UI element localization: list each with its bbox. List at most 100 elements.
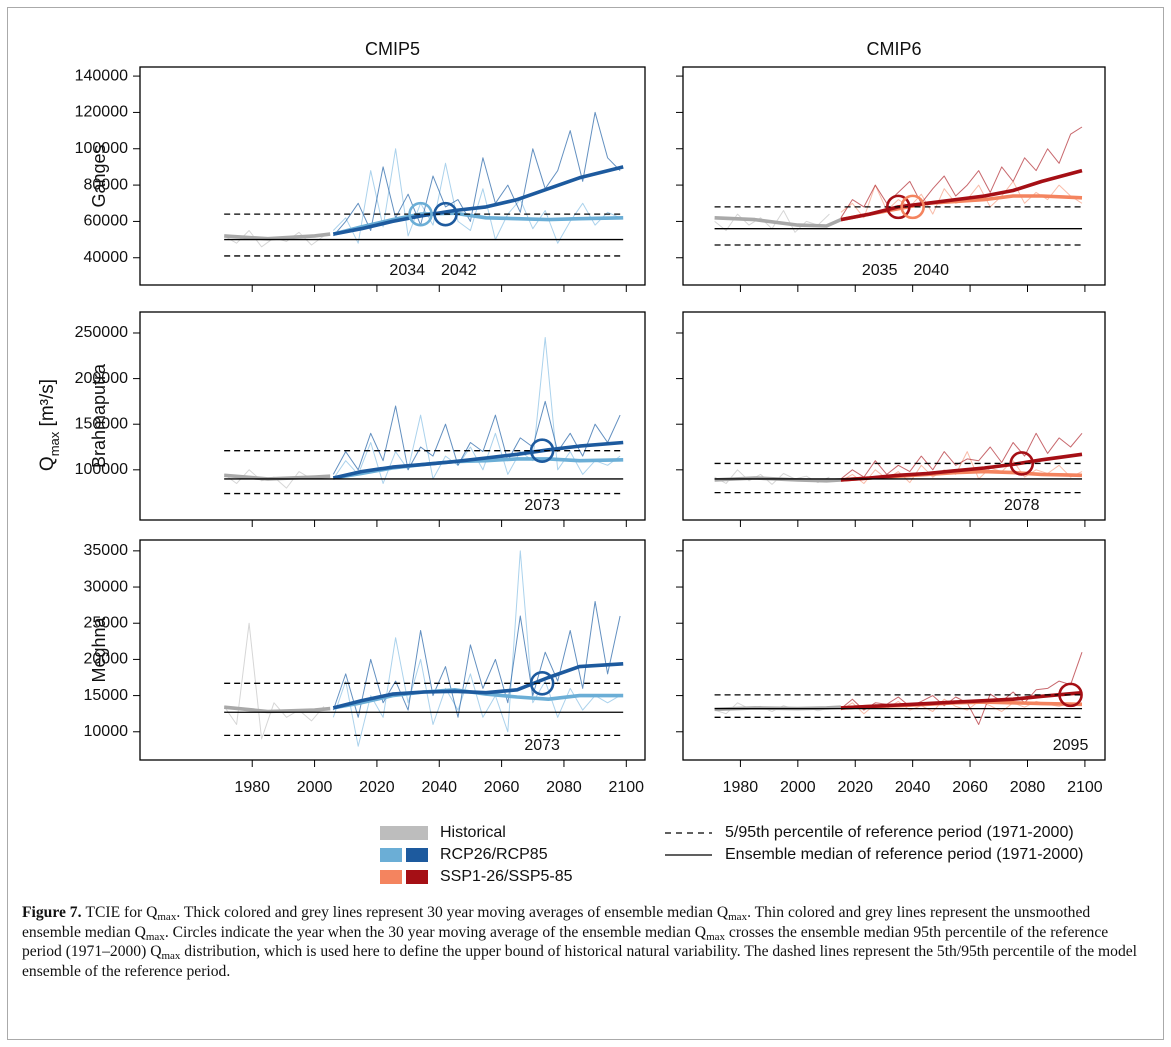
crossing-label: 2073 [524, 497, 560, 514]
crossing-circle [529, 670, 555, 696]
caption-text: distribution, which is used here to defi… [22, 943, 1137, 980]
crossing-circle [408, 201, 433, 227]
caption-text: . Thin colored and grey lines represent … [22, 904, 1091, 941]
caption-label: Figure 7. [22, 904, 82, 921]
row-label: Ganges [89, 144, 109, 207]
x-tick-label: 1980 [723, 779, 759, 796]
y-tick-label: 20000 [84, 651, 129, 668]
crossing-label: 2034 [389, 262, 425, 279]
x-tick-label: 2020 [359, 779, 395, 796]
smoothed-line [224, 232, 331, 241]
y-tick-label: 100000 [75, 461, 128, 478]
y-tick-label: 35000 [84, 542, 129, 559]
x-tick-label: 2080 [546, 779, 582, 796]
legend-label: Historical [440, 824, 506, 841]
legend-label: SSP1-26/SSP5-85 [440, 868, 573, 885]
x-tick-label: 2020 [837, 779, 873, 796]
caption-text: TCIE for Q [85, 904, 158, 921]
chart: CMIP5 Ganges 40000 60000 80000 100000 120000 14… [37, 39, 1106, 885]
figure-frame [7, 7, 1164, 1040]
x-tick-label: 2100 [608, 779, 644, 796]
caption-subscript: max [157, 911, 177, 923]
crossing-circle [529, 438, 555, 463]
crossing-circle [886, 194, 911, 220]
caption-subscript: max [706, 930, 726, 943]
panel-frame [682, 539, 1106, 761]
smoothed-line [840, 168, 1083, 222]
annual-line [840, 432, 1083, 480]
row-label: Brahmaputra [89, 363, 109, 468]
crossing-circle [1058, 682, 1083, 708]
crossing-label: 2040 [913, 262, 949, 279]
legend-label: 5/95th percentile of reference period (1… [725, 824, 1074, 841]
y-label-part: [m³/s] [37, 379, 58, 432]
caption-text: crosses the ensemble median 95th percent… [22, 923, 1109, 961]
crossing-circle [900, 194, 925, 220]
y-tick-label: 80000 [84, 176, 129, 193]
annual-line [840, 652, 1083, 725]
smoothed-line [332, 440, 624, 480]
panel-title: CMIP5 [365, 39, 420, 59]
panel-frame [682, 66, 1106, 286]
y-tick-label: 60000 [84, 213, 129, 230]
legend-swatch [380, 848, 402, 862]
smoothed-line [714, 216, 842, 228]
y-tick-label: 15000 [84, 687, 129, 704]
y-tick-label: 200000 [75, 370, 128, 387]
crossing-label: 2035 [862, 262, 898, 279]
panel-title: CMIP6 [866, 39, 921, 59]
legend-swatch [406, 870, 428, 884]
legend-label: RCP26/RCP85 [440, 846, 548, 863]
smoothed-line [840, 690, 1083, 710]
x-tick-label: 2000 [780, 779, 816, 796]
caption: Figure 7. TCIE for Qmax. Thick colored an… [22, 903, 1150, 981]
legend-swatch [406, 848, 428, 862]
crossing-label: 2095 [1053, 737, 1089, 754]
smoothed-line [332, 165, 624, 236]
y-tick-label: 250000 [75, 324, 128, 341]
annual-line [332, 400, 621, 475]
smoothed-line [224, 705, 331, 714]
legend-swatch [380, 826, 428, 840]
smoothed-line [332, 662, 624, 710]
annual-line [332, 148, 621, 244]
y-axis-label: Qmax [m³/s] [37, 379, 62, 471]
smoothed-line [224, 473, 331, 481]
row-label: Meghna [89, 616, 109, 682]
y-tick-label: 40000 [84, 249, 129, 266]
caption-subscript: max [728, 911, 748, 923]
x-tick-label: 1980 [234, 779, 270, 796]
caption-text: . Circles indicate the year when the 30 … [164, 923, 707, 941]
crossing-label: 2078 [1004, 497, 1040, 514]
crossing-circle [433, 201, 458, 227]
legend-swatch [380, 870, 402, 884]
annual-line [840, 126, 1083, 219]
caption-text: . Thick colored and grey lines represent… [176, 904, 729, 921]
x-tick-label: 2100 [1067, 779, 1103, 796]
y-tick-label: 100000 [75, 140, 128, 157]
y-tick-label: 10000 [84, 723, 129, 740]
annual-line [840, 451, 1083, 484]
y-label-part: max [47, 431, 62, 456]
x-tick-label: 2000 [297, 779, 333, 796]
annual-line [332, 550, 621, 747]
y-tick-label: 150000 [75, 415, 128, 432]
x-tick-label: 2080 [1010, 779, 1046, 796]
caption-subscript: max [145, 930, 165, 943]
y-label-part: Q [37, 456, 58, 471]
crossing-label: 2042 [441, 262, 477, 279]
y-tick-label: 25000 [84, 614, 129, 631]
panel-frame [139, 311, 646, 521]
panel-frame [139, 539, 646, 761]
annual-line [332, 111, 621, 237]
panel-frame [682, 311, 1106, 521]
annual-line [223, 622, 325, 740]
x-tick-label: 2040 [895, 779, 931, 796]
crossing-circle [1009, 451, 1035, 476]
x-tick-label: 2060 [484, 779, 520, 796]
x-tick-label: 2040 [421, 779, 457, 796]
y-tick-label: 120000 [75, 104, 128, 121]
y-tick-label: 30000 [84, 578, 129, 595]
caption-subscript: max [161, 950, 181, 962]
crossing-label: 2073 [524, 737, 560, 754]
